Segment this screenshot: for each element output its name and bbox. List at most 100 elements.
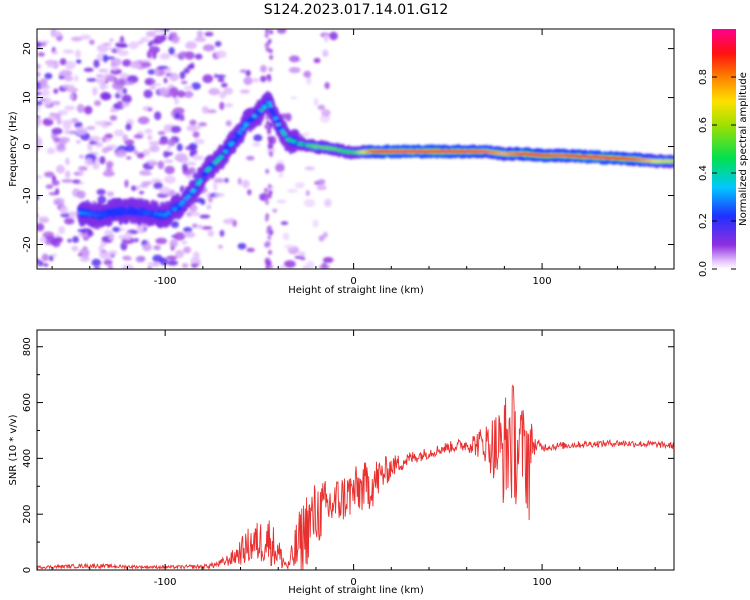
spectrogram-y-tick-label: 0 — [22, 143, 33, 149]
spectrogram-noise-blob — [152, 83, 162, 87]
spectrogram-noise-blob — [170, 125, 182, 134]
spectrogram-noise-blob — [95, 74, 104, 78]
figure-title: S124.2023.017.14.01.G12 — [264, 2, 449, 18]
spectrogram-noise-blob — [222, 218, 234, 225]
spectrogram-noise-blob — [106, 191, 115, 197]
spectrogram-noise-blob — [151, 261, 160, 267]
spectrogram-noise-blob — [52, 240, 61, 248]
spectrogram-ridge-core — [153, 212, 158, 216]
spectrogram-noise-blob — [288, 67, 301, 74]
spectrogram-noise-blob — [134, 238, 139, 243]
spectrogram-noise-blob — [126, 75, 139, 84]
spectrogram-noise-blob — [53, 197, 65, 206]
spectrogram-noise-blob — [45, 184, 54, 189]
spectrogram-noise-blob — [74, 74, 79, 82]
spectrogram-noise-blob — [213, 178, 225, 183]
spectrogram-noise-blob — [324, 198, 332, 208]
spectrogram-noise-blob — [37, 260, 44, 267]
spectrogram-noise-blob — [70, 36, 83, 42]
spectrogram-y-tick-label: -10 — [22, 187, 33, 203]
spectrogram-ridge-mid — [233, 137, 239, 144]
spectrogram-noise-blob — [116, 100, 123, 108]
spectrogram-noise-blob — [246, 247, 255, 253]
snr-x-tick-label: -100 — [154, 577, 177, 588]
spectrogram-noise-blob — [241, 179, 250, 189]
spectrogram-noise-blob — [137, 224, 145, 234]
colorbar-tick-label: 0.2 — [698, 213, 709, 229]
spectrogram-noise-blob — [305, 189, 310, 197]
spectrogram-ridge-core — [273, 116, 278, 120]
spectrogram-noise-blob — [166, 146, 172, 151]
spectrogram-noise-blob — [137, 116, 150, 125]
spectrogram-noise-blob — [124, 257, 133, 261]
spectrogram-noise-blob — [104, 133, 114, 139]
spectrogram-noise-blob — [24, 86, 35, 90]
spectrogram-y-tick-label: -20 — [22, 236, 33, 252]
spectrogram-noise-blob — [137, 40, 143, 45]
spectrogram-noise-blob — [183, 246, 192, 254]
spectrogram-ridge-core — [97, 213, 103, 217]
spectrogram-noise-blob — [93, 59, 100, 68]
spectrogram-noise-blob — [25, 263, 30, 269]
spectrogram-noise-blob — [183, 85, 194, 90]
spectrogram-noise-blob — [86, 78, 98, 82]
spectrogram-noise-blob — [135, 255, 146, 263]
spectrogram-noise-blob — [39, 84, 51, 89]
spectrogram-noise-blob — [239, 89, 251, 94]
spectrogram-noise-blob — [55, 144, 67, 153]
snr-frame — [36, 329, 675, 571]
spectrogram-noise-blob — [147, 261, 153, 266]
spectrogram-noise-blob — [99, 156, 106, 165]
spectrogram-noise-blob — [224, 103, 234, 108]
spectrogram-noise-blob — [166, 255, 178, 261]
spectrogram-noise-blob — [176, 153, 187, 159]
spectrogram-noise-blob — [75, 126, 88, 136]
spectrogram-noise-blob — [152, 51, 157, 60]
spectrogram-noise-blob — [121, 94, 132, 104]
spectrogram-noise-blob — [42, 42, 47, 47]
spectrogram-noise-blob — [163, 124, 172, 133]
spectrogram-noise-blob — [109, 115, 118, 121]
spectrogram-noise-blob — [151, 79, 156, 84]
spectrogram-noise-blob — [188, 204, 198, 212]
spectrogram-noise-blob — [313, 57, 321, 64]
spectrogram-noise-blob — [194, 53, 203, 60]
spectrogram-noise-blob — [129, 60, 141, 69]
spectrogram-noise-blob — [174, 112, 181, 119]
spectrogram-noise-blob — [84, 158, 94, 166]
spectrogram-ridge-core — [258, 109, 264, 112]
spectrogram-noise-blob — [38, 216, 49, 220]
spectrogram-noise-blob — [170, 220, 180, 229]
spectrogram-noise-blob — [174, 232, 186, 241]
spectrogram-ridge-core — [276, 123, 281, 126]
spectrogram-noise-blob — [101, 92, 112, 101]
spectrogram-ridge-core — [198, 178, 203, 182]
spectrogram-noise-blob — [155, 237, 168, 245]
spectrogram-y-tick-label: 10 — [22, 91, 33, 104]
snr-y-tick-label: 800 — [22, 337, 33, 356]
spectrogram-noise-blob — [96, 44, 109, 53]
spectrogram-noise-blob — [81, 249, 90, 259]
spectrogram-noise-blob — [40, 89, 50, 97]
spectrogram-noise-blob — [204, 31, 214, 37]
spectrogram-noise-blob — [276, 199, 287, 204]
spectrogram-noise-blob — [63, 75, 74, 82]
spectrogram-noise-blob — [303, 132, 310, 137]
spectrogram-noise-blob — [111, 81, 124, 90]
snr-y-tick-label: 0 — [22, 567, 33, 573]
spectrogram-noise-blob — [117, 49, 129, 56]
spectrogram-noise-blob — [145, 30, 157, 38]
spectrogram-noise-blob — [157, 160, 165, 170]
spectrogram-noise-blob — [51, 180, 60, 186]
spectrogram-noise-blob — [76, 104, 85, 113]
spectrogram-y-tick-label: 20 — [22, 42, 33, 55]
spectrogram-noise-blob — [188, 167, 196, 174]
spectrogram-noise-blob — [37, 195, 40, 200]
spectrogram-ridge-core — [112, 211, 117, 214]
spectrogram-noise-blob — [131, 185, 137, 192]
spectrogram-noise-blob — [45, 235, 55, 241]
spectrogram-noise-blob — [109, 38, 114, 43]
spectrogram-noise-blob — [27, 256, 36, 260]
spectrogram-noise-blob — [207, 109, 217, 114]
